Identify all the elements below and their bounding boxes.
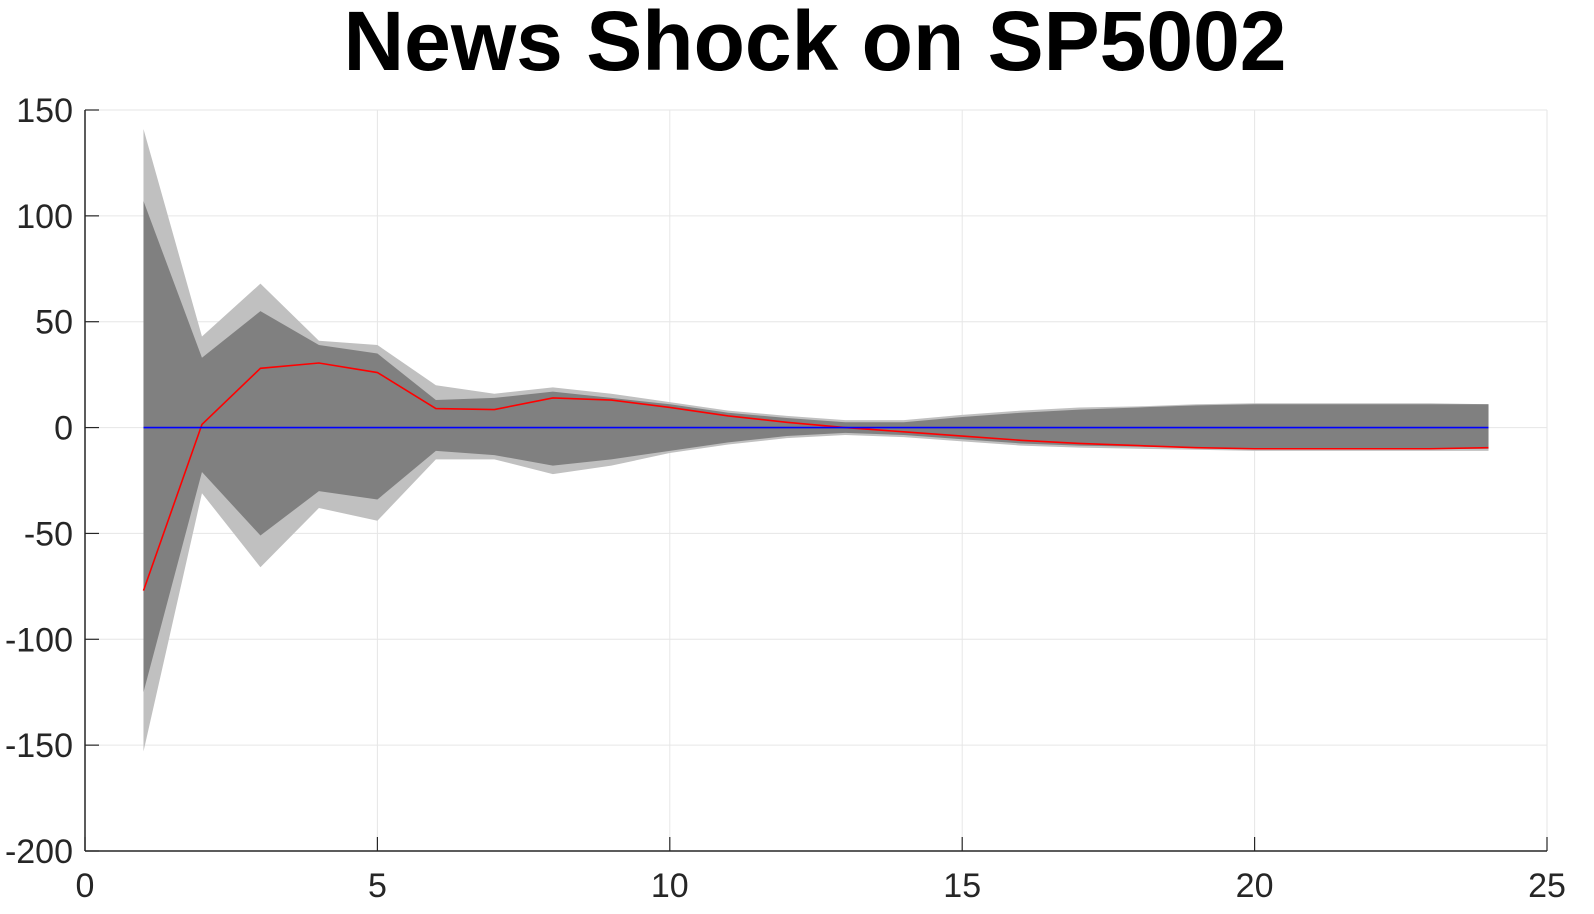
y-tick-label: 150 [16,92,73,130]
y-tick-label: -200 [5,833,73,871]
y-tick-label: -100 [5,621,73,659]
y-tick-label: 0 [54,410,73,448]
x-tick-label: 25 [1528,867,1566,905]
band-1 [143,201,1489,693]
chart-title: News Shock on SP5002 [343,0,1286,88]
y-tick-label: 100 [16,198,73,236]
confidence-bands [143,129,1489,752]
y-tick-label: -50 [24,515,73,553]
x-tick-label: 0 [76,867,95,905]
tick-labels: 0 5 10 15 20 25 -200 -150 -100 -50 0 50 100 150 [5,92,1566,905]
y-tick-label: 50 [35,304,73,342]
y-tick-label: -150 [5,727,73,765]
x-tick-label: 5 [368,867,387,905]
line-2 [142,362,1489,591]
series-lines [142,362,1489,591]
x-tick-label: 20 [1236,867,1274,905]
axes [84,109,1548,852]
x-tick-label: 10 [651,867,689,905]
x-tick-label: 15 [943,867,981,905]
